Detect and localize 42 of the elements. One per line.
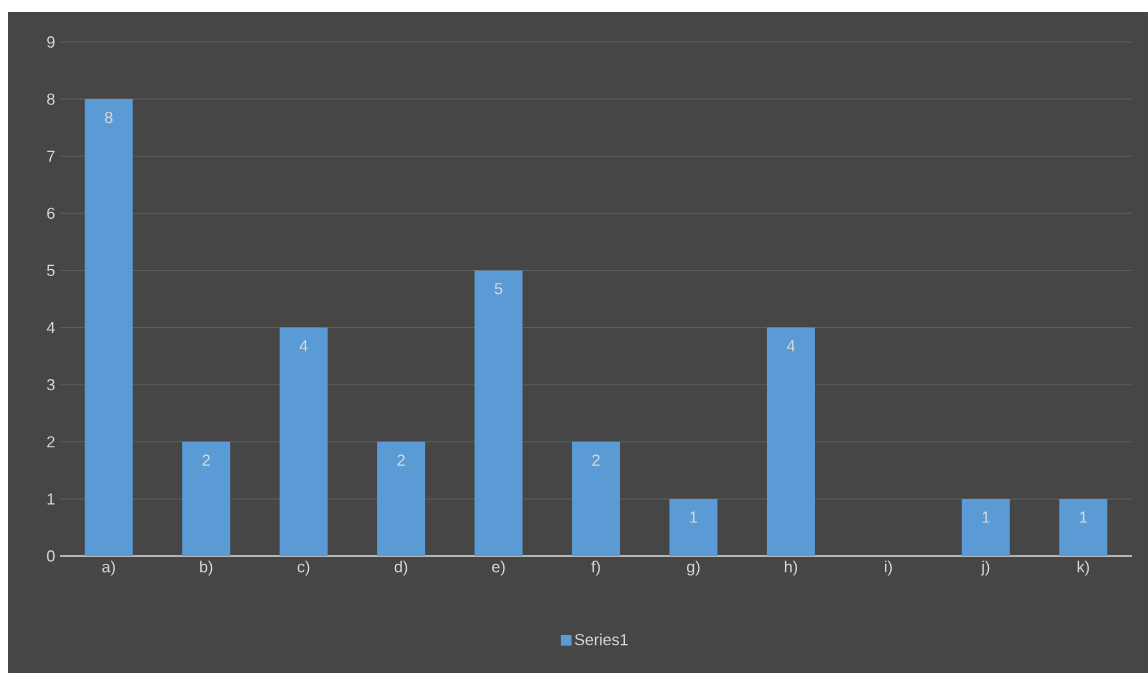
text: 2 bbox=[202, 454, 210, 466]
text: 1 bbox=[1080, 511, 1087, 523]
x-tick-label: j) bbox=[980, 560, 990, 576]
bar bbox=[766, 327, 815, 556]
x-tick-label: g) bbox=[687, 560, 700, 576]
y-tick-label: 3 bbox=[47, 379, 55, 391]
x-tick-label: h) bbox=[784, 560, 798, 576]
bar bbox=[377, 441, 426, 556]
y-tick-label: 9 bbox=[47, 36, 55, 48]
text: 5 bbox=[494, 283, 503, 295]
text: 4 bbox=[786, 340, 795, 352]
y-tick-label: 5 bbox=[47, 264, 55, 277]
legend-label: Series1 bbox=[574, 633, 628, 646]
x-tick-label: b) bbox=[200, 560, 213, 576]
text: 1 bbox=[690, 511, 698, 523]
text: 2 bbox=[592, 454, 600, 466]
bar bbox=[572, 441, 621, 556]
bar bbox=[961, 498, 1010, 556]
text: 1 bbox=[982, 511, 990, 523]
y-tick-label: 7 bbox=[47, 150, 55, 162]
y-tick-label: 6 bbox=[47, 207, 55, 219]
y-tick-label: 2 bbox=[47, 436, 55, 448]
bar bbox=[1059, 498, 1108, 556]
y-tick-label: 0 bbox=[47, 550, 55, 562]
bar bbox=[669, 498, 718, 556]
x-tick-label: a) bbox=[102, 560, 115, 576]
text: 2 bbox=[397, 454, 405, 466]
y-tick-label: 1 bbox=[47, 493, 55, 505]
x-tick-label: i) bbox=[885, 560, 892, 576]
text: 4 bbox=[299, 340, 308, 352]
y-tick-label: 4 bbox=[46, 322, 55, 334]
x-tick-label: e) bbox=[492, 560, 505, 576]
bar bbox=[84, 99, 133, 556]
bar bbox=[474, 270, 523, 556]
y-tick-label: 8 bbox=[47, 93, 55, 105]
x-tick-label: f) bbox=[591, 560, 600, 576]
text: 8 bbox=[104, 111, 113, 124]
x-tick-label: k) bbox=[1077, 560, 1089, 576]
bar bbox=[182, 441, 231, 556]
bar bbox=[279, 327, 328, 556]
x-tick-label: c) bbox=[297, 560, 310, 576]
x-tick-label: d) bbox=[394, 560, 408, 576]
